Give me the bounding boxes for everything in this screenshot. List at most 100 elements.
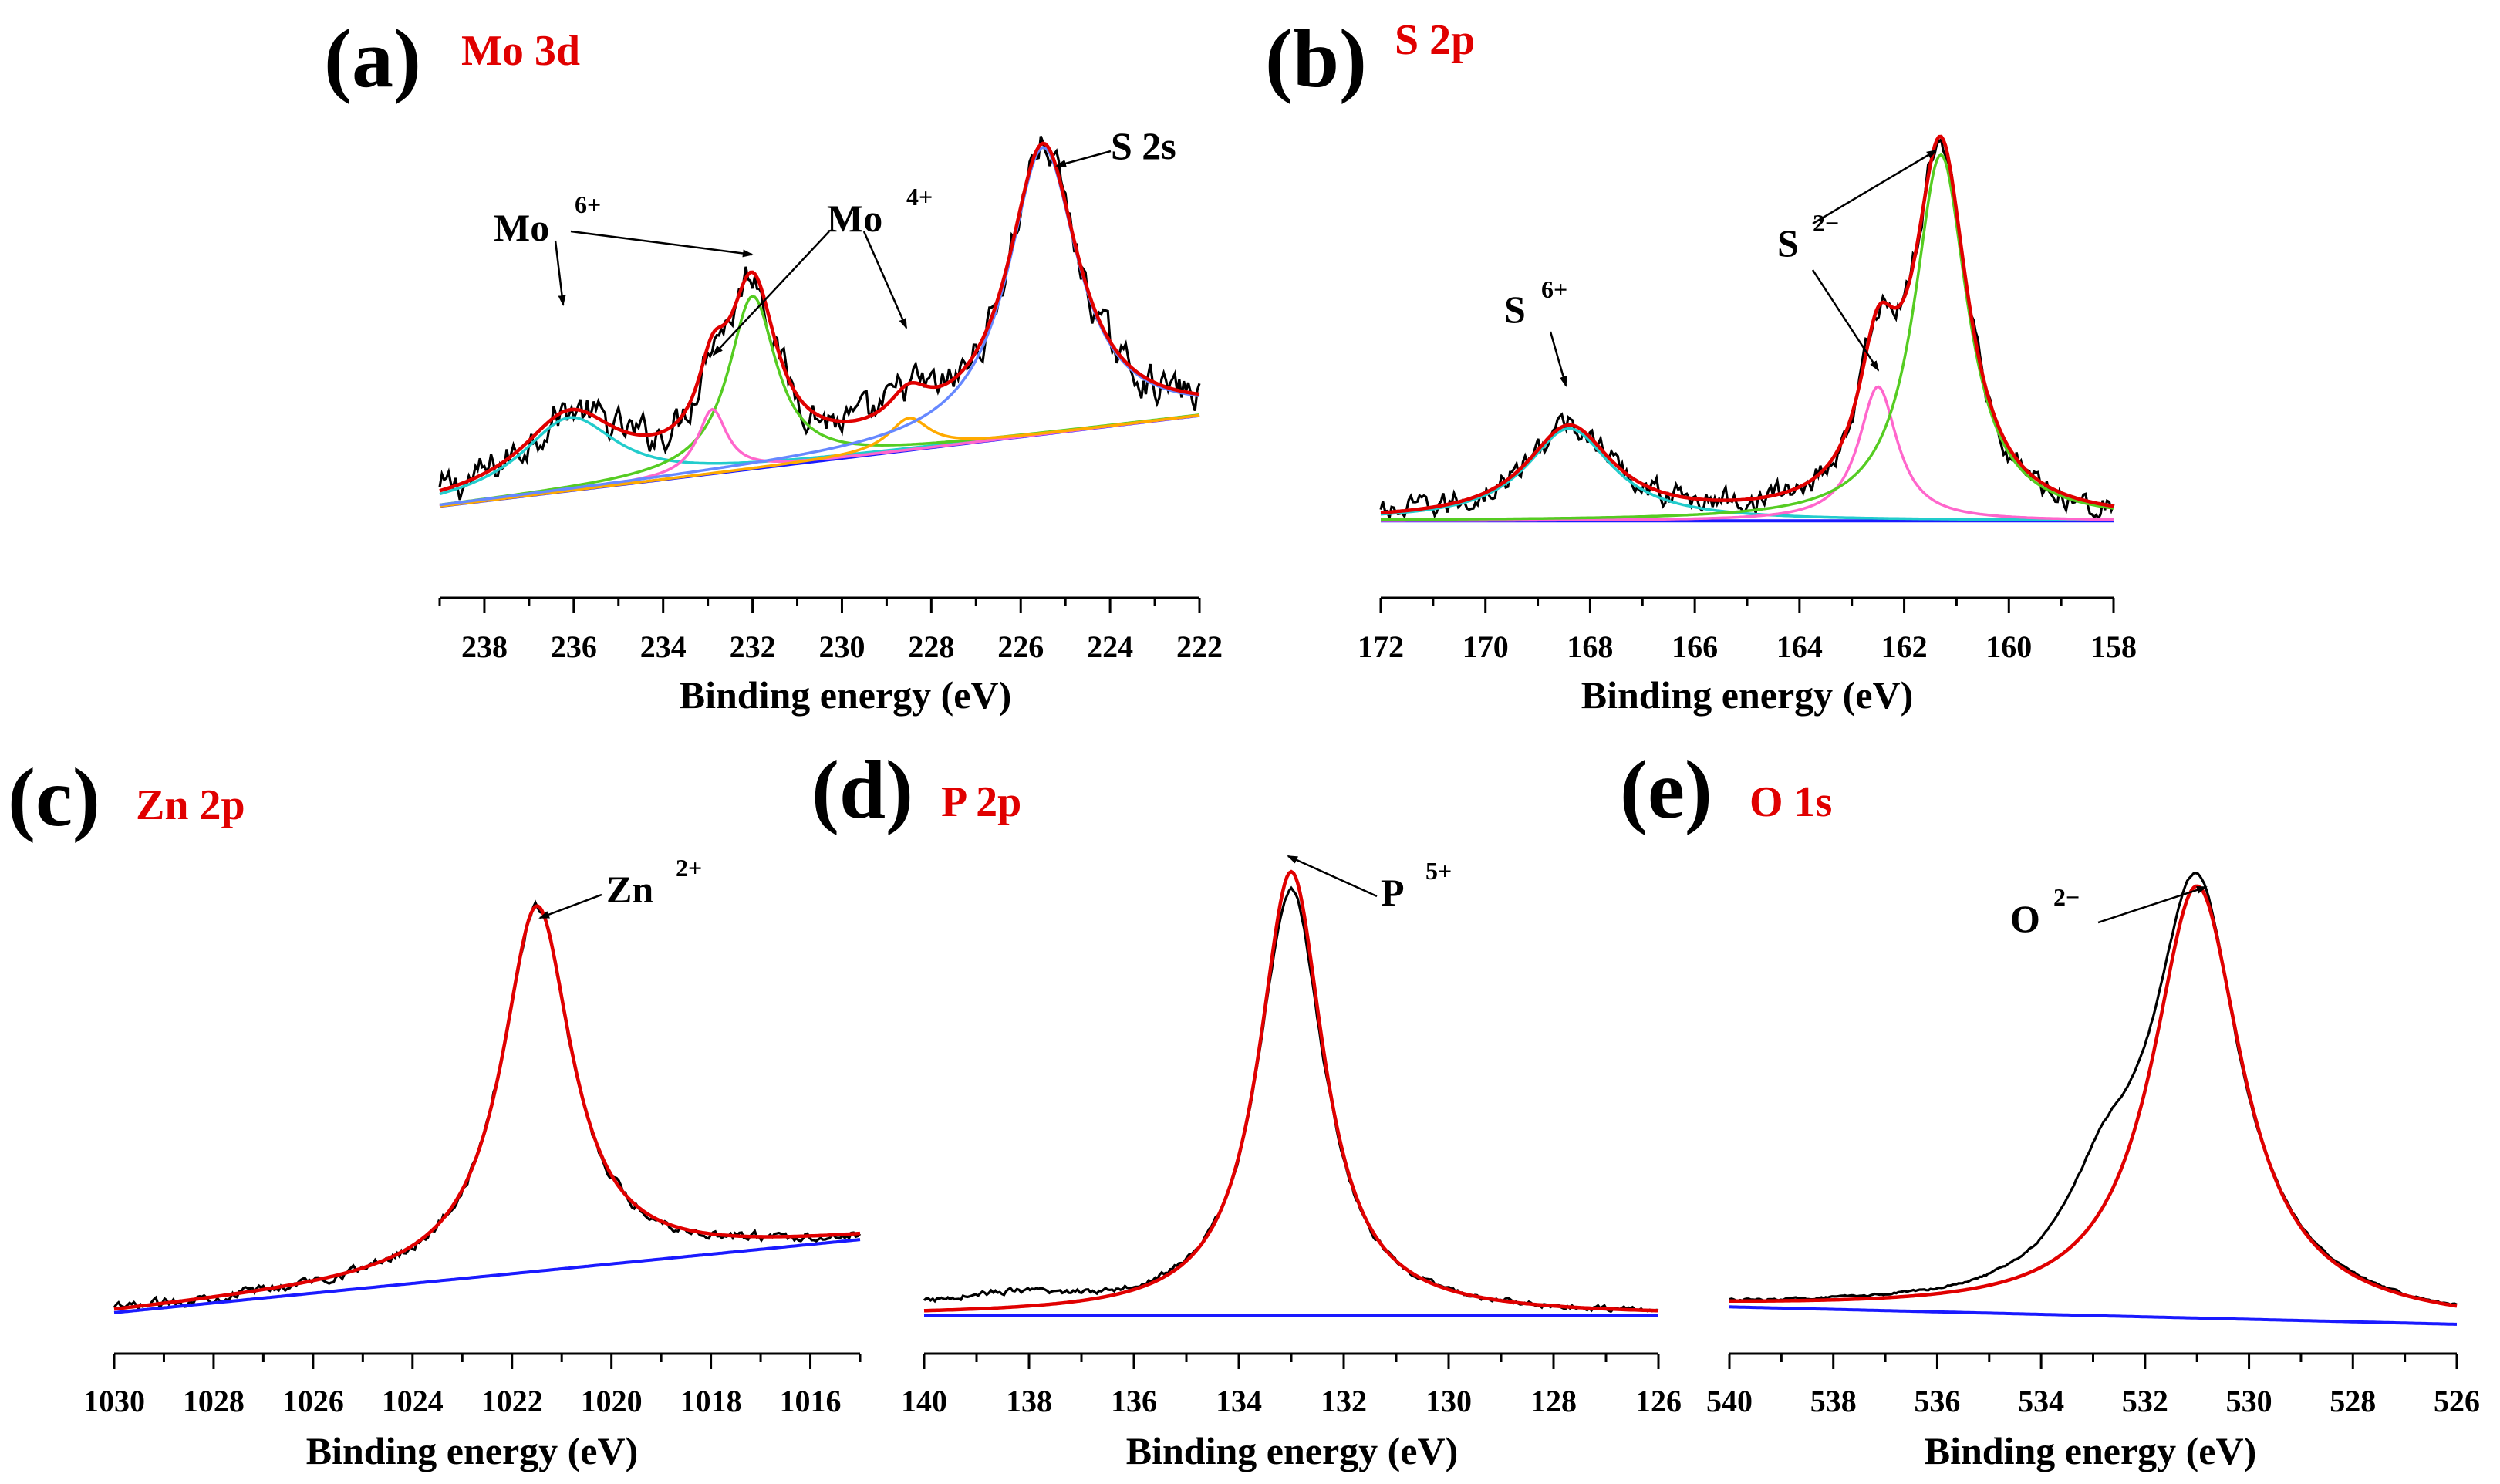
svg-text:S: S: [1504, 288, 1526, 331]
svg-text:Zn: Zn: [606, 868, 653, 911]
tick-label: 538: [1810, 1384, 1857, 1418]
tick-label: 1028: [183, 1384, 245, 1418]
svg-text:4+: 4+: [906, 183, 933, 211]
experimental-trace: [1729, 872, 2458, 1307]
tick-label: 1018: [680, 1384, 742, 1418]
svg-text:Mo: Mo: [827, 197, 882, 240]
annotation-p5-d: P 5+: [1381, 857, 1452, 914]
tick-label: 238: [461, 629, 508, 664]
panel-title-a: Mo 3d: [461, 27, 580, 75]
fit-envelope: [439, 141, 1200, 493]
panel-c-zn2p: (c) Zn 2p Binding energy (eV) Zn 2+ 1030…: [8, 752, 862, 1472]
svg-text:6+: 6+: [575, 191, 601, 218]
x-axis-label-e: Binding energy (eV): [1925, 1429, 2257, 1472]
panel-title-d: P 2p: [941, 778, 1021, 826]
annotation-zn2-c: Zn 2+: [606, 854, 702, 911]
background-line: [1729, 1305, 2457, 1326]
component-peak: [1381, 385, 2114, 522]
x-axis-label-c: Binding energy (eV): [306, 1429, 639, 1472]
svg-text:Mo: Mo: [494, 206, 549, 249]
tick-label: 1024: [382, 1384, 444, 1418]
panel-title-e: O 1s: [1749, 778, 1832, 826]
tick-label: 136: [1111, 1384, 1157, 1418]
svg-text:2−: 2−: [1813, 209, 1839, 237]
panel-letter-d: (d): [811, 744, 913, 836]
tick-label: 128: [1530, 1384, 1577, 1418]
x-axis-label-d: Binding energy (eV): [1126, 1429, 1459, 1472]
panel-a-mo3d: (a) Mo 3d Binding energy (eV) Mo 6+ Mo 4…: [324, 13, 1223, 717]
tick-label: 166: [1672, 629, 1718, 664]
tick-label: 226: [997, 629, 1044, 664]
annotation-arrow: [570, 230, 754, 258]
annotation-arrow: [1811, 269, 1880, 372]
fit-envelope: [923, 869, 1659, 1313]
panel-title-c: Zn 2p: [136, 781, 245, 829]
fit-envelope: [1729, 884, 2458, 1308]
annotation-arrow: [538, 893, 602, 919]
annotation-s2s-a: S 2s: [1111, 124, 1176, 167]
tick-label: 228: [908, 629, 954, 664]
experimental-trace: [438, 136, 1201, 501]
annotation-arrow: [554, 240, 566, 306]
annotation-arrow: [1549, 331, 1567, 387]
svg-text:P: P: [1381, 871, 1405, 914]
x-axis-label-a: Binding energy (eV): [680, 673, 1012, 717]
tick-label: 230: [818, 629, 865, 664]
svg-text:S: S: [1777, 221, 1799, 265]
annotation-arrow: [1812, 149, 1938, 225]
component-peak: [1380, 427, 2114, 521]
tick-label: 236: [551, 629, 597, 664]
tick-label: 530: [2226, 1384, 2272, 1418]
tick-label: 138: [1006, 1384, 1052, 1418]
svg-text:2+: 2+: [676, 854, 702, 882]
tick-label: 130: [1425, 1384, 1472, 1418]
panel-b-s2p: (b) S 2p Binding energy (eV) S 6+ S 2− 1…: [1265, 13, 2137, 717]
tick-label: 162: [1881, 629, 1928, 664]
tick-label: 526: [2434, 1384, 2480, 1418]
tick-label: 232: [730, 629, 776, 664]
tick-label: 172: [1358, 629, 1404, 664]
tick-label: 540: [1706, 1384, 1753, 1418]
tick-label: 534: [2018, 1384, 2064, 1418]
annotation-mo4-a: Mo 4+: [827, 183, 933, 240]
annotation-s2-b: S 2−: [1777, 209, 1839, 265]
tick-label: 224: [1087, 629, 1133, 664]
annotation-o2-e: O 2−: [2010, 883, 2080, 940]
component-peak: [439, 295, 1200, 507]
x-axis-label-b: Binding energy (eV): [1581, 673, 1914, 717]
svg-text:5+: 5+: [1425, 857, 1452, 885]
tick-label: 164: [1776, 629, 1823, 664]
component-peak: [1381, 153, 2114, 521]
tick-label: 1030: [83, 1384, 145, 1418]
panel-letter-b: (b): [1265, 13, 1367, 105]
tick-label: 1022: [481, 1384, 543, 1418]
fit-envelope: [1380, 134, 2114, 514]
tick-label: 160: [1985, 629, 2032, 664]
background-line: [113, 1238, 861, 1314]
tick-label: 234: [640, 629, 687, 664]
fit-envelope: [113, 904, 861, 1311]
annotation-arrow: [712, 231, 830, 356]
tick-label: 536: [1914, 1384, 1960, 1418]
annotation-arrow: [2097, 885, 2208, 924]
tick-label: 1016: [780, 1384, 842, 1418]
tick-label: 1026: [282, 1384, 344, 1418]
experimental-trace: [113, 899, 862, 1312]
panel-letter-e: (e): [1620, 744, 1712, 836]
panel-d-p2p: (d) P 2p Binding energy (eV) P 5+ 140 138…: [811, 744, 1682, 1472]
annotation-arrow: [862, 231, 908, 329]
tick-label: 1020: [581, 1384, 643, 1418]
svg-text:6+: 6+: [1541, 275, 1567, 303]
tick-label: 528: [2330, 1384, 2376, 1418]
annotation-mo6-a: Mo 6+: [494, 191, 601, 249]
svg-text:2−: 2−: [2053, 883, 2080, 911]
svg-text:S 2s: S 2s: [1111, 124, 1176, 167]
experimental-trace: [923, 885, 1659, 1314]
tick-label: 222: [1176, 629, 1223, 664]
tick-label: 170: [1463, 629, 1509, 664]
panel-letter-c: (c): [8, 752, 100, 844]
component-peak: [439, 146, 1200, 507]
component-peak: [439, 413, 1200, 508]
panel-letter-a: (a): [324, 13, 421, 105]
